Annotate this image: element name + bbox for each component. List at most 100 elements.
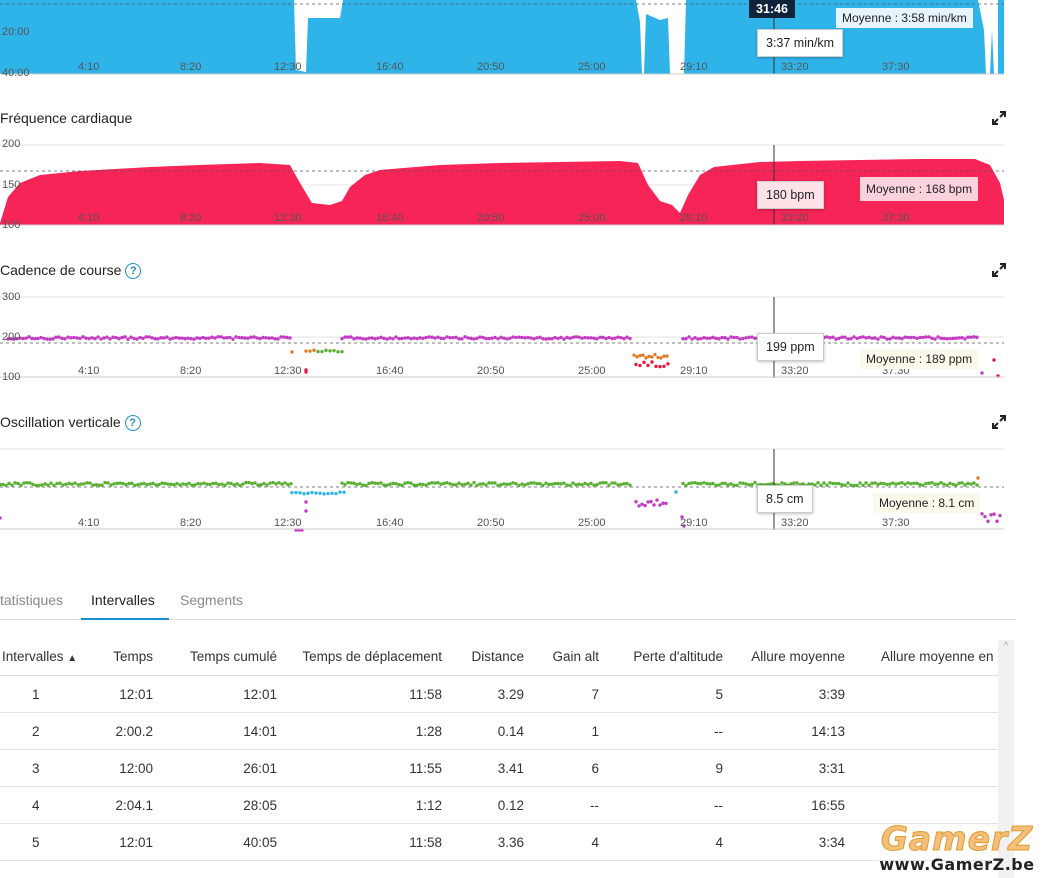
data-point [942, 336, 946, 341]
table-row[interactable]: 4 2:04.1 28:05 1:12 0.12 -- -- 16:55 [0, 786, 1002, 824]
y-tick: 100 [2, 219, 20, 231]
data-point [168, 337, 172, 341]
table-cell [853, 712, 1002, 750]
data-point [885, 337, 889, 341]
column-header[interactable]: Perte d'altitude [607, 638, 731, 676]
pace-chart[interactable]: 4:10 8:20 12:30 16:40 20:50 25:00 29:10 … [0, 0, 1010, 80]
column-header[interactable]: Gain alt [532, 638, 607, 676]
data-point [720, 335, 724, 340]
data-point [312, 348, 316, 352]
data-point [565, 483, 569, 487]
data-point [481, 482, 485, 486]
data-point [18, 336, 22, 340]
data-point [927, 335, 931, 339]
data-point [939, 336, 943, 340]
scroll-up-icon[interactable]: ^ [1003, 641, 1009, 652]
data-point [186, 336, 190, 340]
data-point [975, 335, 979, 340]
data-point [983, 514, 987, 519]
data-point [424, 335, 428, 340]
data-point [699, 482, 703, 486]
tab-statistics[interactable]: tatistiques [0, 592, 64, 608]
data-point [963, 483, 967, 487]
data-point [741, 336, 745, 341]
data-point [921, 483, 925, 488]
data-point [535, 481, 539, 486]
data-point [234, 335, 238, 339]
data-point [975, 483, 979, 487]
data-point [568, 336, 572, 340]
data-point [42, 336, 46, 341]
table-row[interactable]: 3 12:00 26:01 11:55 3.41 6 9 3:31 [0, 749, 1002, 787]
data-point [247, 480, 251, 485]
data-point [894, 482, 898, 486]
data-point [580, 483, 584, 487]
column-header[interactable]: Intervalles ▲ [0, 638, 90, 676]
data-point [954, 483, 958, 487]
data-point [992, 512, 996, 516]
expand-icon[interactable] [992, 111, 1006, 125]
data-point [385, 337, 389, 341]
data-point [622, 482, 626, 486]
data-point [55, 481, 59, 486]
table-row[interactable]: 2 2:00.2 14:01 1:28 0.14 1 -- 14:13 [0, 712, 1002, 750]
data-point [855, 483, 859, 488]
data-point [711, 335, 715, 340]
data-point [998, 513, 1002, 518]
help-icon[interactable]: ? [125, 263, 142, 279]
column-header[interactable]: Temps [90, 638, 161, 676]
data-point [867, 335, 871, 340]
data-point [900, 481, 904, 485]
expand-icon[interactable] [992, 263, 1006, 277]
data-point [795, 481, 799, 485]
table-row[interactable]: 5 12:01 40:05 11:58 3.36 4 4 3:34 [0, 823, 1002, 861]
cadence-chart[interactable]: 300 200 100 4:10 8:20 12:30 16:40 20:50 … [0, 288, 1010, 383]
tab-intervals[interactable]: Intervalles [91, 592, 155, 608]
data-point [33, 337, 37, 341]
data-point [127, 481, 131, 486]
data-point [514, 482, 518, 486]
data-point [222, 336, 226, 340]
data-point [118, 481, 122, 485]
column-header[interactable]: Allure moyenne en [853, 638, 1002, 676]
data-point [96, 335, 100, 339]
table-scrollbar[interactable]: ^ [998, 640, 1014, 878]
heart-rate-chart[interactable]: 200 150 100 4:10 8:20 12:30 16:40 20:50 … [0, 135, 1010, 231]
data-point [586, 336, 590, 340]
expand-icon[interactable] [992, 415, 1006, 429]
column-header[interactable]: Temps cumulé [161, 638, 285, 676]
data-point [526, 482, 530, 486]
data-point [198, 336, 202, 341]
data-point [556, 336, 560, 341]
column-header[interactable]: Allure moyenne [731, 638, 853, 676]
oscillation-chart[interactable]: 4:10 8:20 12:30 16:40 20:50 25:00 29:10 … [0, 440, 1010, 535]
data-point [157, 482, 161, 487]
data-point [457, 481, 461, 485]
x-tick: 8:20 [180, 365, 201, 377]
x-tick: 16:40 [376, 212, 404, 224]
x-tick: 20:50 [477, 61, 505, 73]
column-header[interactable]: Distance [450, 638, 532, 676]
data-point [948, 481, 952, 486]
data-point [568, 483, 572, 488]
data-point [511, 335, 515, 339]
data-point [825, 483, 829, 487]
data-point [4, 483, 8, 488]
data-point [915, 481, 919, 486]
help-icon[interactable]: ? [124, 415, 141, 431]
table-cell: 12:01 [161, 675, 285, 713]
data-point [705, 482, 709, 486]
data-point [322, 492, 326, 496]
column-header[interactable]: Temps de déplacement [285, 638, 450, 676]
heart-rate-average: Moyenne : 168 bpm [860, 177, 979, 201]
data-point [436, 335, 440, 339]
data-point [207, 336, 211, 340]
data-point [310, 490, 314, 495]
x-tick: 29:10 [680, 517, 708, 529]
table-row[interactable]: 1 12:01 12:01 11:58 3.29 7 5 3:39 [0, 675, 1002, 713]
data-point [828, 481, 832, 485]
table-cell: 16:55 [731, 786, 853, 824]
data-point [744, 482, 748, 486]
tab-segments[interactable]: Segments [180, 592, 244, 608]
data-point [628, 483, 632, 487]
